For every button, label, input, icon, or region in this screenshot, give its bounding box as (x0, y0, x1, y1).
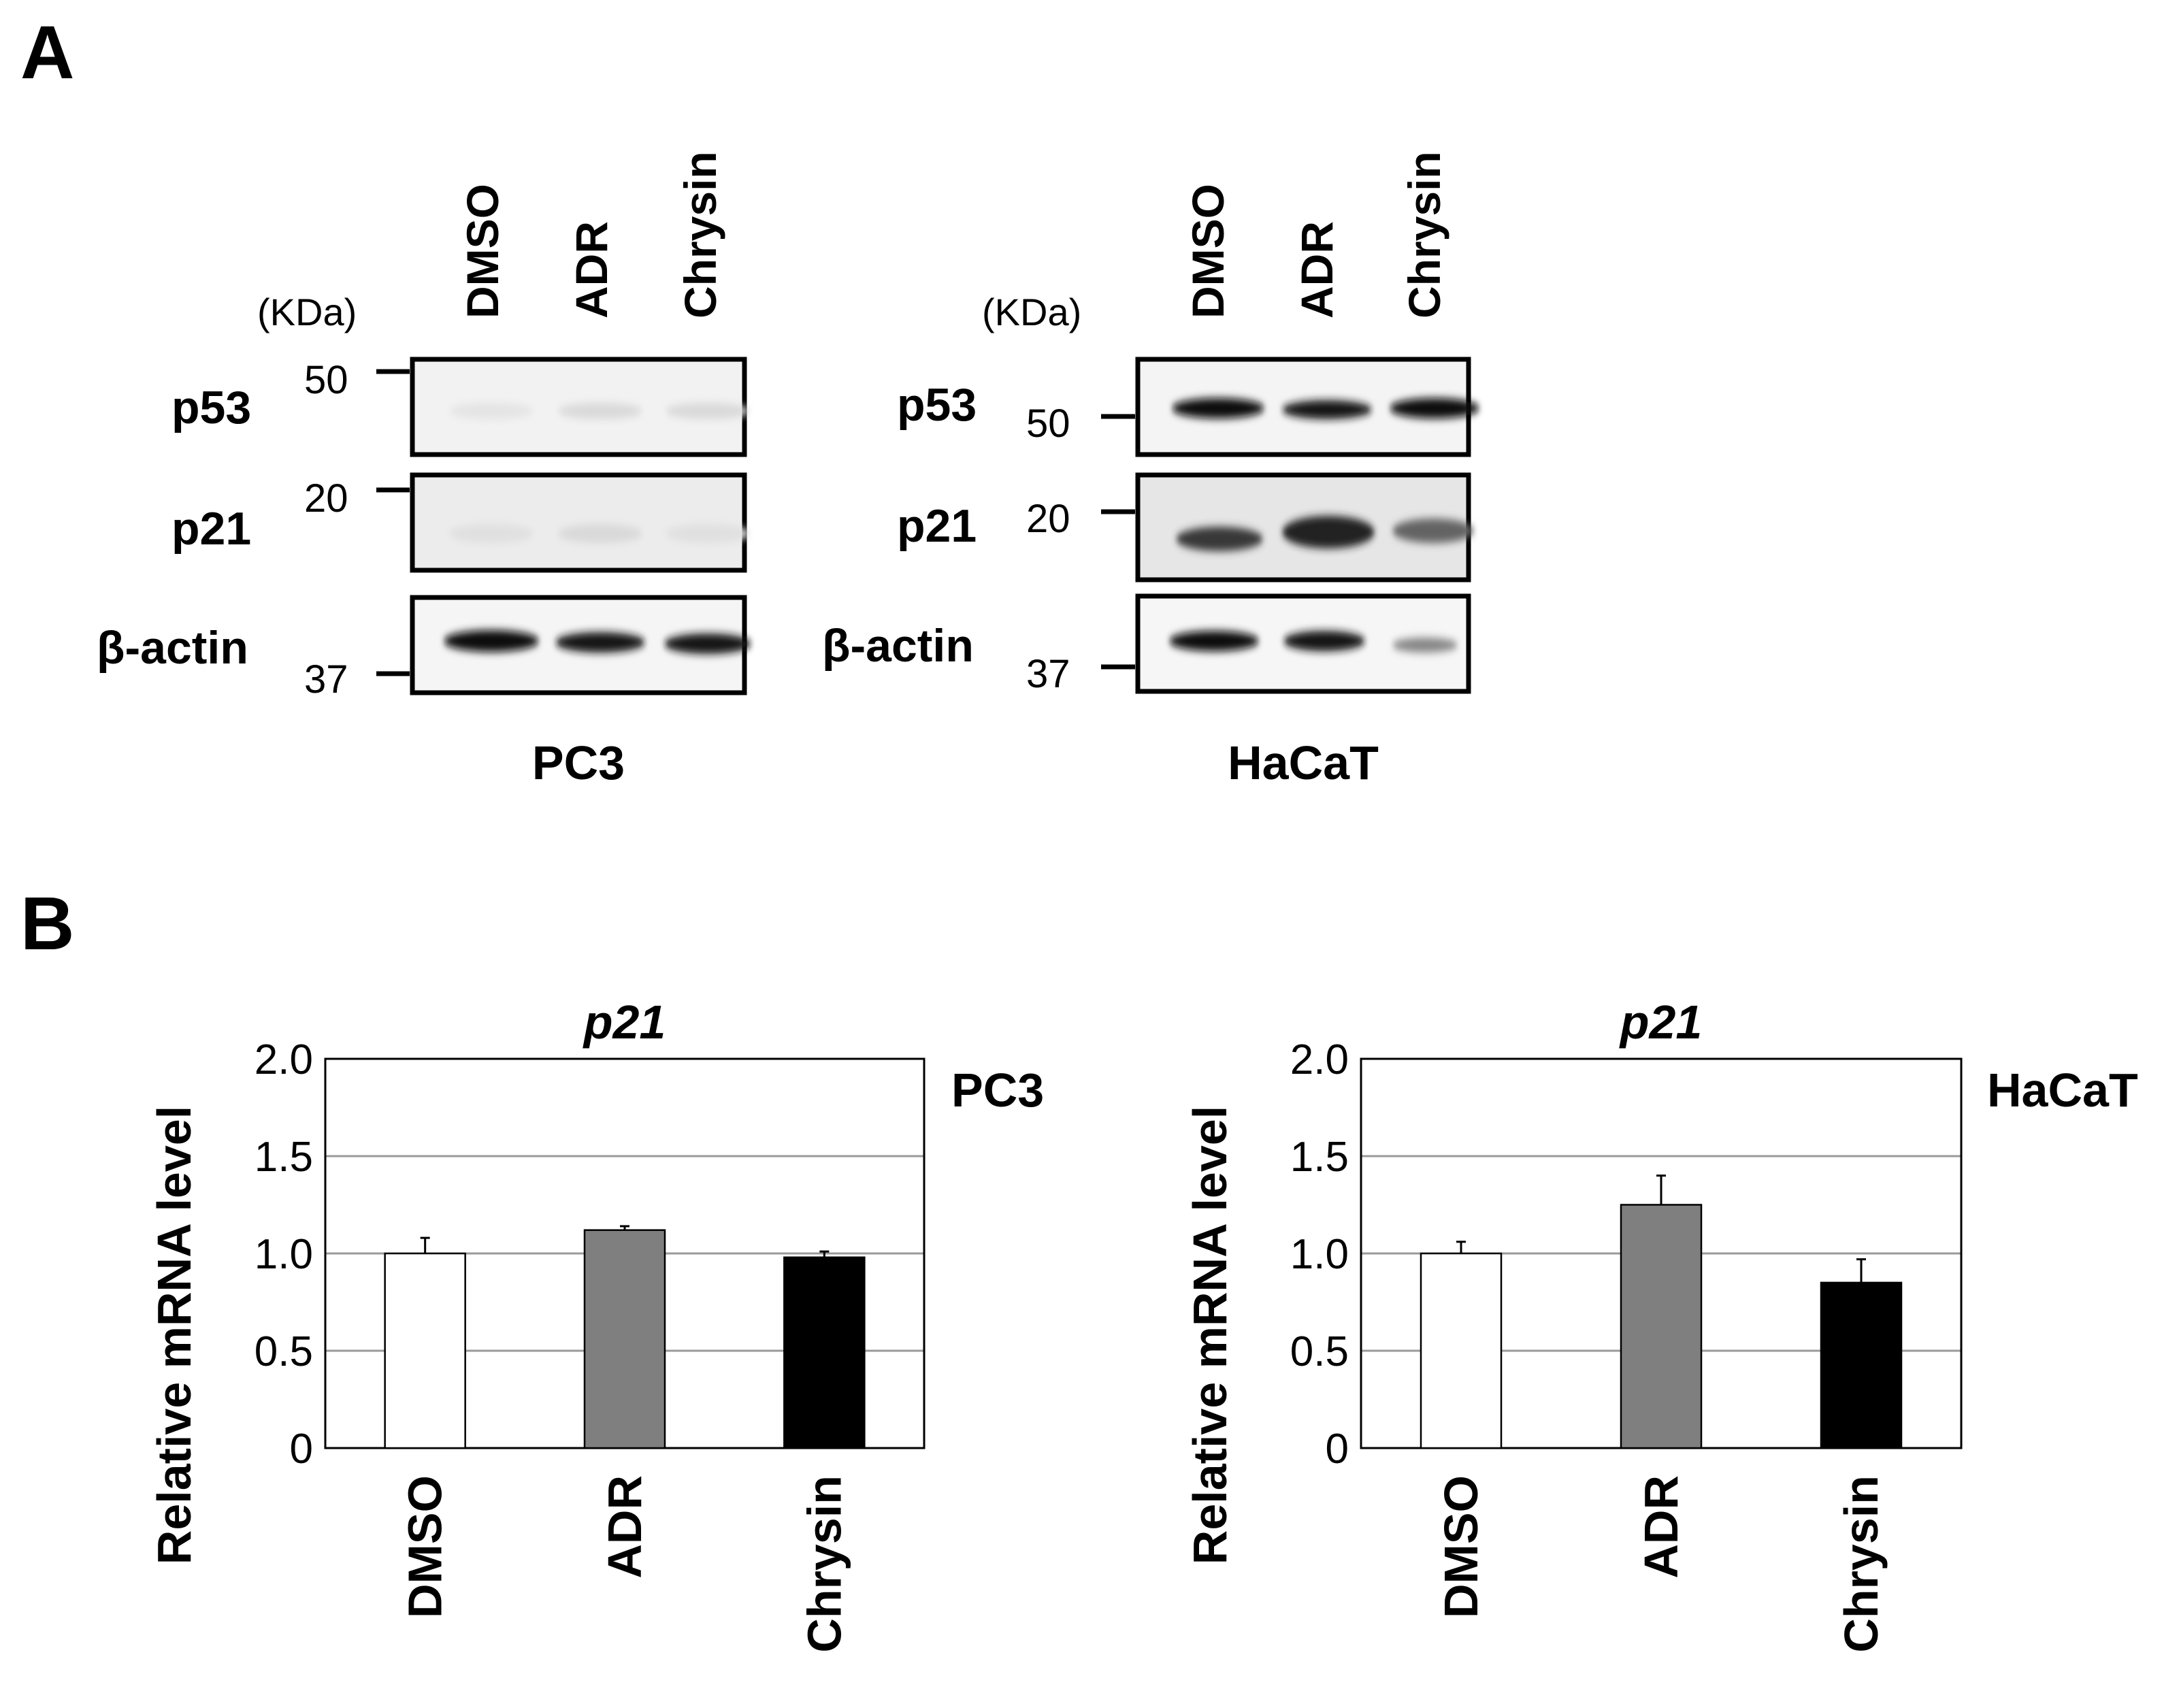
band-p21-chrysin (666, 524, 750, 543)
protein-label-p21: p21 (171, 503, 251, 555)
protein-label-p21: p21 (897, 500, 977, 552)
y-axis-label: Relative mRNA level (1183, 1106, 1236, 1564)
category-label: DMSO (399, 1475, 452, 1618)
band-p53-adr (558, 403, 642, 419)
kda-unit-label: (KDa) (982, 291, 1081, 333)
band-beta-actin-adr (1283, 631, 1365, 651)
y-tick-label: 1.5 (1290, 1134, 1349, 1181)
mw-marker-20: 20 (304, 476, 348, 521)
lane-label-chrysin: Chrysin (675, 151, 725, 318)
band-p21-dmso (1176, 527, 1263, 551)
chart-title: p21 (583, 996, 666, 1049)
y-tick-label: 0.5 (1290, 1328, 1349, 1375)
bar-dmso (384, 1252, 466, 1449)
cell-line-label-hacat: HaCaT (1228, 736, 1379, 789)
bar-dmso (1420, 1252, 1503, 1449)
y-tick-label: 0 (290, 1426, 313, 1473)
y-tick-label: 1.5 (255, 1134, 313, 1181)
cell-line-label: HaCaT (1987, 1064, 2138, 1117)
bar-chrysin (1820, 1281, 1903, 1449)
western-blot-pc3: (KDa) DMSO ADR Chrysin p53 p21 β-actin 5… (97, 151, 751, 789)
lane-label-chrysin: Chrysin (1399, 151, 1449, 318)
category-label: ADR (1635, 1475, 1688, 1579)
y-tick-label: 2.0 (255, 1036, 313, 1083)
bar-adr (1620, 1204, 1703, 1449)
mw-marker-37: 37 (304, 657, 348, 702)
protein-label-p53: p53 (171, 382, 251, 433)
mw-marker-50: 50 (304, 358, 348, 402)
lane-label-adr: ADR (1292, 221, 1342, 318)
bar-chart-pc3: 0 0.5 1.0 1.5 2.0 DMSO ADR Chrysin p21 PC3 Relativ… (148, 996, 1044, 1653)
lane-label-adr: ADR (566, 221, 617, 318)
mw-marker-20: 20 (1026, 497, 1070, 541)
category-label: Chrysin (1835, 1475, 1888, 1653)
western-blot-hacat: (KDa) DMSO ADR Chrysin p53 p21 β-actin 5… (822, 151, 1479, 789)
panel-a-label: A (20, 11, 74, 95)
band-p21-adr (1282, 516, 1375, 548)
chart-title: p21 (1619, 996, 1703, 1049)
band-p21-adr (558, 524, 642, 543)
category-label: DMSO (1435, 1475, 1488, 1618)
band-p53-chrysin (1390, 398, 1479, 418)
blot-strip-p21 (410, 472, 747, 573)
protein-label-p53: p53 (897, 379, 977, 431)
band-beta-actin-chrysin (1392, 638, 1458, 653)
category-label: ADR (598, 1475, 651, 1579)
bar-chart-hacat: 0 0.5 1.0 1.5 2.0 DMSO ADR Chrysin p21 HaCaT Relat… (1183, 996, 2138, 1653)
category-label: Chrysin (798, 1475, 851, 1653)
band-p53-chrysin (666, 403, 750, 419)
protein-label-beta-actin: β-actin (97, 622, 248, 674)
band-beta-actin-adr (555, 632, 645, 653)
panel-b-label: B (20, 882, 74, 966)
band-beta-actin-chrysin (664, 634, 751, 654)
lane-label-dmso: DMSO (1183, 184, 1233, 318)
mw-marker-50: 50 (1026, 401, 1070, 446)
band-p53-dmso (1172, 398, 1264, 418)
bar-adr (583, 1229, 666, 1449)
protein-label-beta-actin: β-actin (822, 620, 974, 672)
lane-label-dmso: DMSO (457, 184, 508, 318)
y-tick-label: 1.0 (1290, 1231, 1349, 1278)
y-tick-label: 1.0 (255, 1231, 313, 1278)
kda-unit-label: (KDa) (257, 291, 357, 333)
band-p53-dmso (449, 403, 534, 419)
band-beta-actin-dmso (444, 630, 539, 652)
cell-line-label-pc3: PC3 (532, 736, 625, 789)
band-p21-dmso (449, 524, 534, 543)
cell-line-label: PC3 (951, 1064, 1044, 1117)
y-tick-label: 0 (1326, 1426, 1349, 1473)
band-beta-actin-dmso (1169, 631, 1259, 651)
y-tick-label: 0.5 (255, 1328, 313, 1375)
y-axis-label: Relative mRNA level (148, 1106, 201, 1564)
band-p53-adr (1282, 400, 1372, 419)
mw-marker-37: 37 (1026, 652, 1070, 696)
bar-chrysin (783, 1256, 866, 1449)
y-tick-label: 2.0 (1290, 1036, 1349, 1083)
band-p21-chrysin (1392, 519, 1474, 543)
